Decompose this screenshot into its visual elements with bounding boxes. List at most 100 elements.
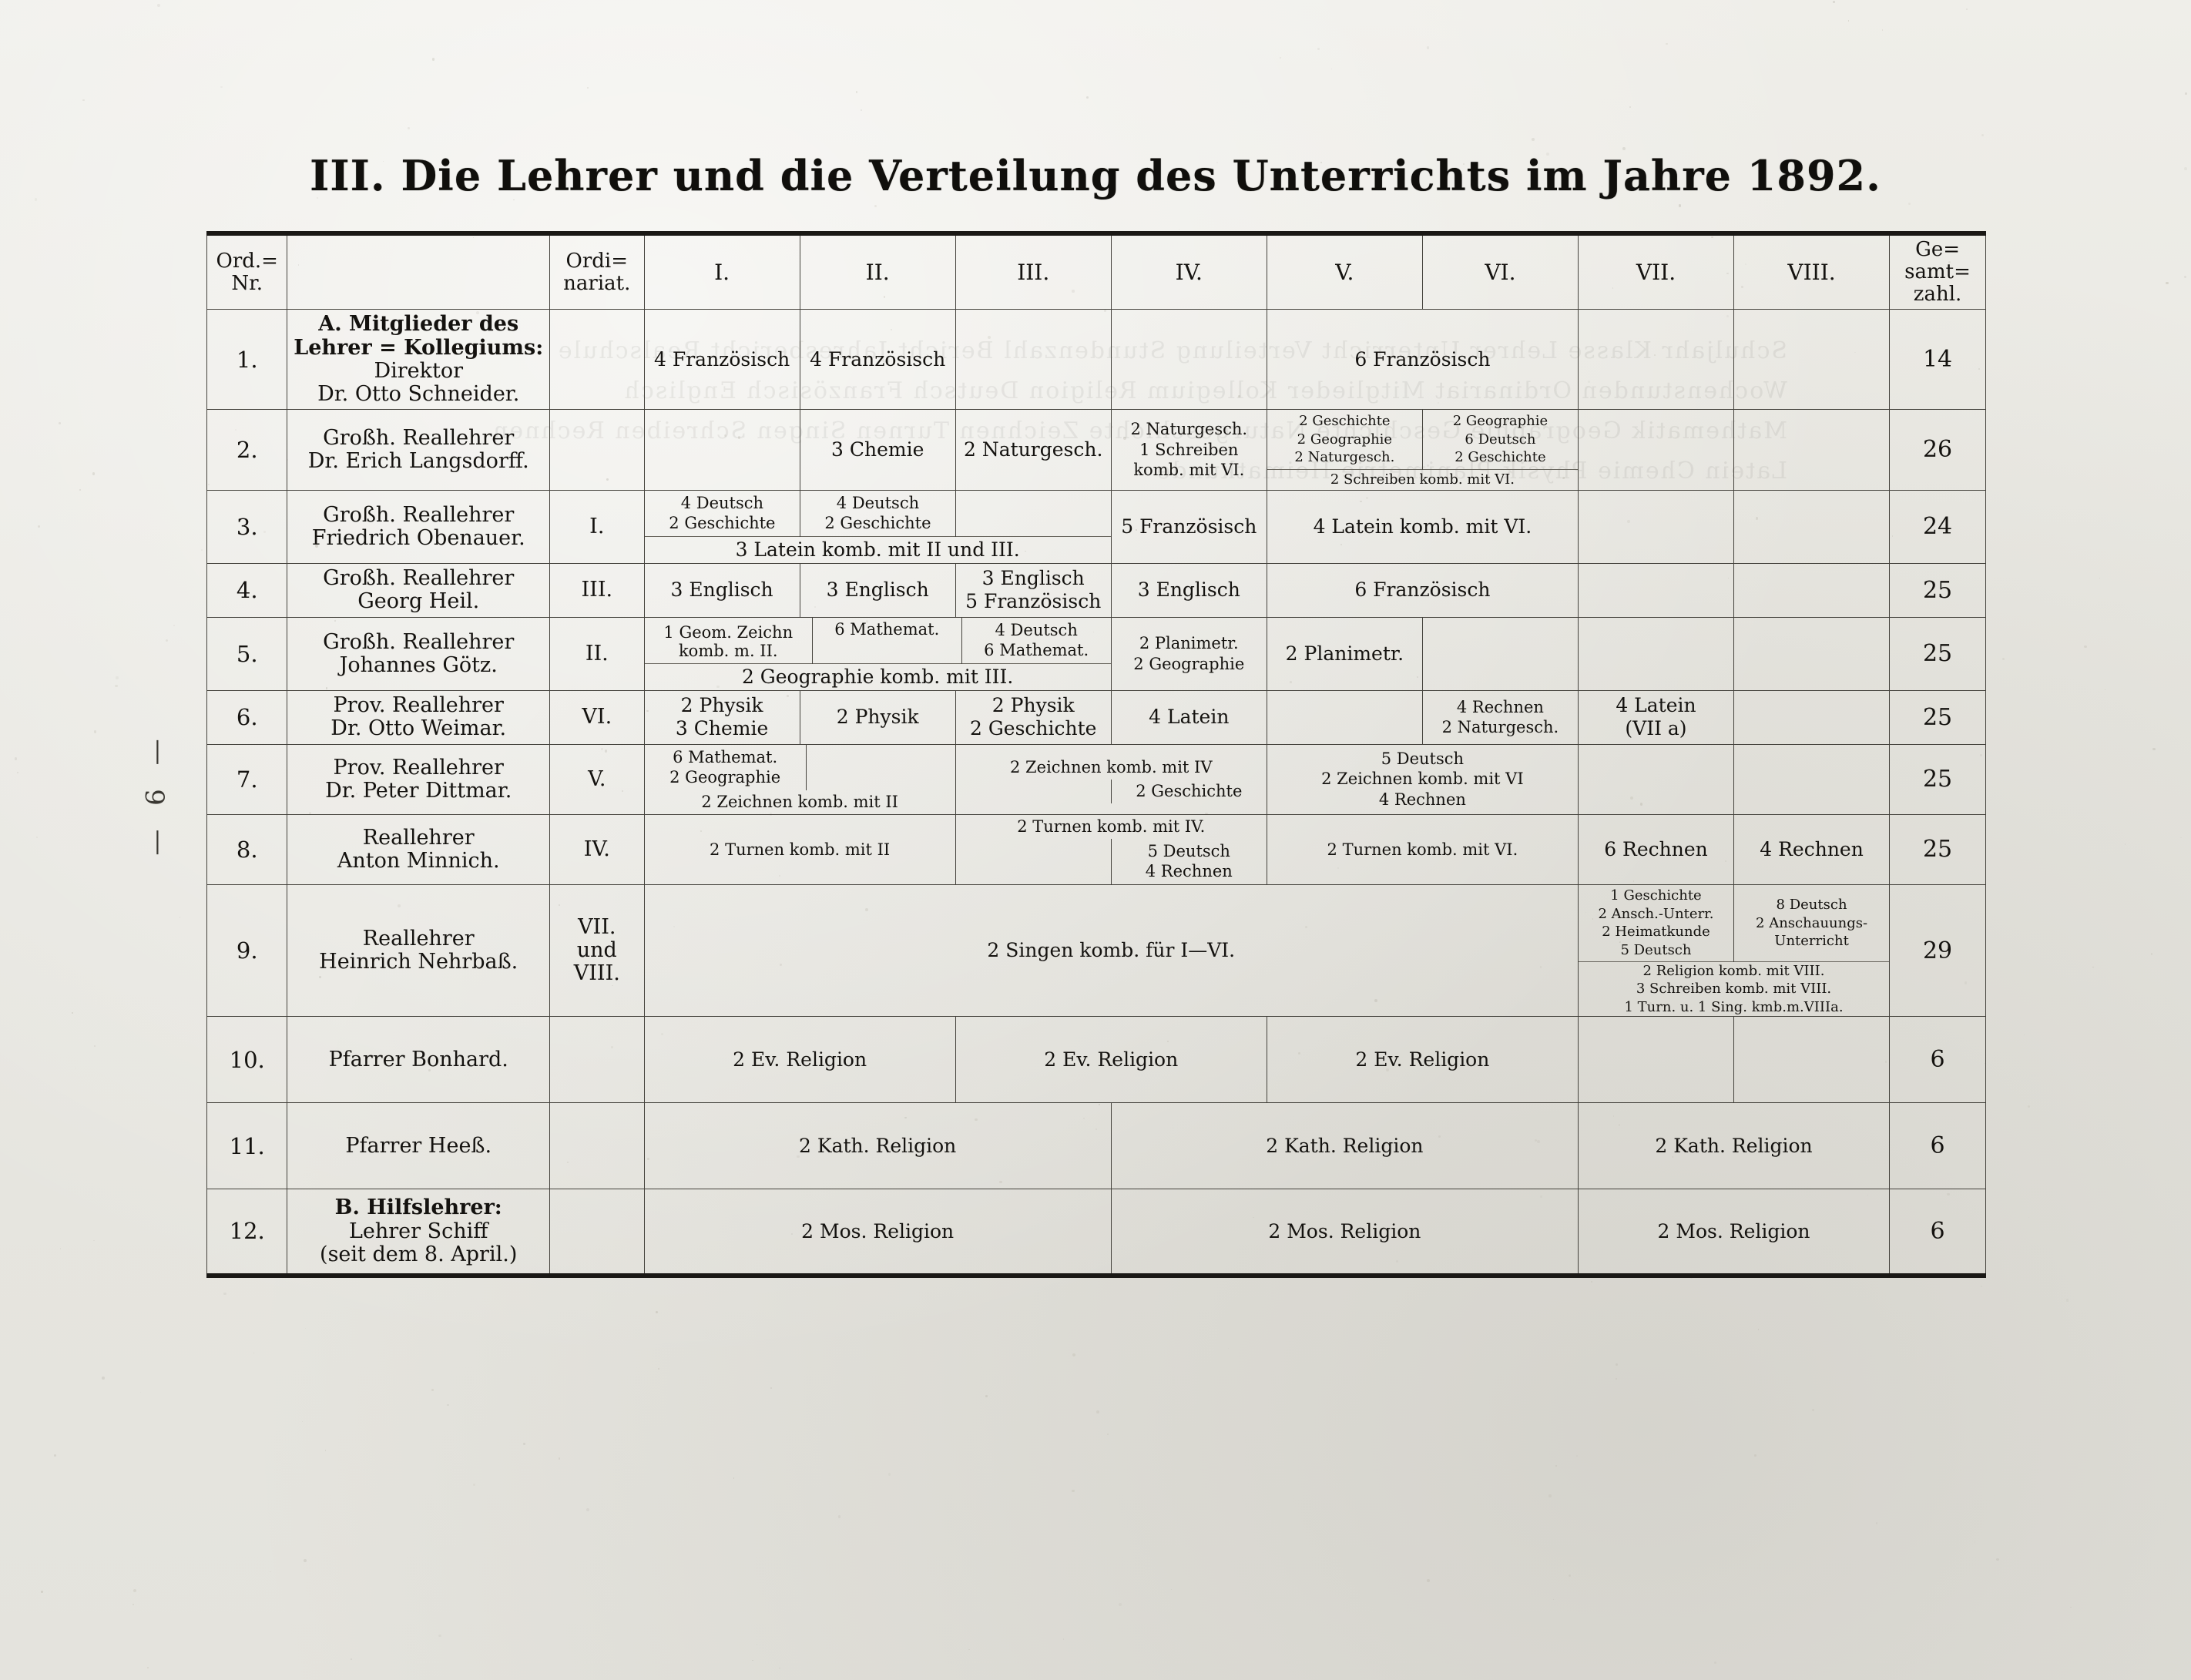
teacher-role: Großh. Reallehrer (323, 425, 515, 450)
table-row: 7. Prov. Reallehrer Dr. Peter Dittmar. V… (206, 743, 1986, 815)
class-7-line2: (VII a) (1625, 717, 1687, 740)
table-row: 4. Großh. Reallehrer Georg Heil. III. 3 … (206, 563, 1986, 618)
class-7-line3: 2 Heimatkunde (1602, 924, 1710, 941)
class-5-line3: 4 Rechnen (1378, 790, 1466, 810)
class-4-line2: 2 Geographie (1133, 654, 1245, 673)
class-1-3-footnote: 3 Latein komb. mit II und III. (644, 536, 1111, 564)
religion-group-2-cell: 2 Kath. Religion (1110, 1102, 1579, 1190)
class-8-cell: 8 Deutsch 2 Anschauungs- Unterricht (1734, 885, 1890, 961)
table-row: 1. A. Mitglieder des Lehrer = Kollegiums… (206, 309, 1986, 411)
class-2-cell: 3 Englisch (799, 563, 956, 618)
religion-group-1-cell: 2 Kath. Religion (643, 1102, 1112, 1190)
class-6-line1: 2 Geographie (1452, 413, 1548, 430)
header-class-7: VII. (1577, 233, 1735, 310)
class-2-cell (806, 745, 955, 791)
header-class-4: IV. (1110, 233, 1267, 310)
class-2-cell: 6 Mathemat. (812, 617, 962, 664)
class-6-line3: 2 Geschichte (1455, 449, 1546, 466)
class-7-8-footnote-1: 2 Religion komb. mit VIII. (1578, 961, 1890, 981)
class-3-line1: 4 Deutsch (995, 620, 1078, 639)
class-7-line1: 1 Geschichte (1610, 887, 1702, 904)
religion-group-3-cell: 2 Ev. Religion (1266, 1016, 1579, 1104)
header-ordinariat-line2: nariat. (563, 271, 631, 295)
teacher-name-cell: Großh. Reallehrer Georg Heil. (287, 563, 550, 618)
table-row: 11. Pfarrer Heeß. 2 Kath. Religion 2 Kat… (206, 1102, 1986, 1190)
header-ord-nr: Ord.= Nr. (206, 233, 288, 310)
class-7-8-group: 1 Geschichte 2 Ansch.-Unterr. 2 Heimatku… (1577, 884, 1891, 1018)
teacher-name: Georg Heil. (357, 589, 480, 614)
class-5-6-footnote: 2 Schreiben komb. mit VI. (1267, 469, 1578, 490)
class-5-line2: 2 Geographie (1297, 431, 1393, 448)
ordinariat-cell: VI. (549, 690, 645, 745)
class-1-line2: 2 Geographie (669, 768, 781, 787)
class-7-cell (1577, 409, 1735, 491)
header-class-8: VIII. (1733, 233, 1891, 310)
teacher-name-cell: Prov. Reallehrer Dr. Otto Weimar. (287, 690, 550, 745)
row-number: 8. (206, 813, 288, 886)
total-cell: 25 (1889, 563, 1986, 618)
teacher-name-cell: A. Mitglieder des Lehrer = Kollegiums: D… (287, 309, 550, 411)
teacher-name-cell: Prov. Reallehrer Dr. Peter Dittmar. (287, 743, 550, 815)
class-1-cell: 3 Englisch (643, 563, 800, 618)
table-row: 5. Großh. Reallehrer Johannes Götz. II. … (206, 616, 1986, 692)
class-4-line1: 5 Deutsch (1147, 841, 1230, 860)
class-1-cell: 4 Deutsch 2 Geschichte (644, 490, 801, 537)
class-2-cell: 4 Deutsch 2 Geschichte (800, 490, 956, 537)
class-4-cell: 2 Naturgesch. 1 Schreiben komb. mit VI. (1110, 409, 1267, 491)
class-6-line2: 2 Naturgesch. (1441, 718, 1559, 737)
total-cell: 14 (1889, 309, 1986, 411)
section-heading: B. Hilfslehrer: (334, 1195, 502, 1220)
class-2-cell: 3 Chemie (799, 409, 956, 491)
class-1-3-footnote: 2 Geographie komb. mit III. (644, 663, 1111, 691)
teacher-name-cell: Pfarrer Heeß. (287, 1102, 550, 1190)
teacher-role: Prov. Reallehrer (333, 693, 504, 718)
teacher-role: Direktor (374, 358, 463, 383)
class-3-line1: 2 Physik (991, 694, 1075, 717)
total-cell: 25 (1889, 690, 1986, 745)
religion-group-1-cell: 2 Mos. Religion (643, 1189, 1112, 1276)
class-7-cell: 1 Geschichte 2 Ansch.-Unterr. 2 Heimatku… (1578, 885, 1735, 962)
class-3-line2: 2 Geschichte (969, 717, 1097, 740)
ordinariat-cell (549, 1016, 645, 1104)
class-5-cell (1266, 690, 1423, 745)
class-1-3-group: 1 Geom. Zeichn komb. m. II. 6 Mathemat. … (643, 616, 1112, 692)
class-8-cell (1733, 409, 1891, 491)
teacher-name: Pfarrer Heeß. (345, 1133, 492, 1158)
teacher-name: Friedrich Obenauer. (311, 525, 525, 550)
religion-group-2-cell: 2 Mos. Religion (1110, 1189, 1579, 1276)
class-3-cell (956, 780, 1112, 803)
table-row: 3. Großh. Reallehrer Friedrich Obenauer.… (206, 489, 1986, 565)
class-3-cell: 3 Englisch 5 Französisch (955, 563, 1112, 618)
row-number: 12. (206, 1189, 288, 1276)
header-class-2: II. (799, 233, 956, 310)
class-4-cell (1110, 309, 1267, 411)
class-1-line2: 3 Chemie (675, 717, 769, 740)
class-3-4-shared: 2 Turnen komb. mit IV. (1017, 817, 1206, 836)
class-5-line1: 2 Geschichte (1299, 413, 1391, 430)
class-1-line1: 4 Deutsch (680, 493, 764, 512)
ordinariat-cell (549, 309, 645, 411)
class-4-line1: 2 Planimetr. (1139, 634, 1239, 653)
class-3-cell: 4 Deutsch 6 Mathemat. (961, 618, 1111, 664)
class-5-6-cell: 4 Latein komb. mit VI. (1266, 489, 1579, 565)
religion-group-3-cell: 2 Mos. Religion (1577, 1189, 1891, 1276)
class-1-cell: 4 Französisch (643, 309, 800, 411)
teacher-role: Reallehrer (362, 825, 475, 850)
ordinariat-cell: VII. und VIII. (549, 884, 645, 1018)
class-7-8-footnote-3: 1 Turn. u. 1 Sing. kmb.m.VIIIa. (1624, 998, 1844, 1015)
header-class-6: VI. (1421, 233, 1579, 310)
total-cell: 6 (1889, 1189, 1986, 1276)
ordinariat-cell: IV. (549, 813, 645, 886)
teacher-name-cell: Großh. Reallehrer Dr. Erich Langsdorff. (287, 409, 550, 491)
class-4-cell: 5 Französisch (1110, 489, 1267, 565)
header-total-line3: zahl. (1913, 283, 1962, 307)
page-title: III. Die Lehrer und die Verteilung des U… (310, 151, 1881, 200)
class-3-4-group: 2 Zeichnen komb. mit IV 2 Geschichte (955, 743, 1267, 815)
class-8-cell (1733, 563, 1891, 618)
class-8-line3: Unterricht (1774, 933, 1849, 950)
class-1-line1: 2 Physik (680, 694, 763, 717)
teacher-name-cell: B. Hilfslehrer: Lehrer Schiff (seit dem … (287, 1189, 550, 1276)
ordinariat-cell: III. (549, 563, 645, 618)
row-number: 5. (206, 616, 288, 692)
class-8-cell (1733, 1016, 1891, 1104)
